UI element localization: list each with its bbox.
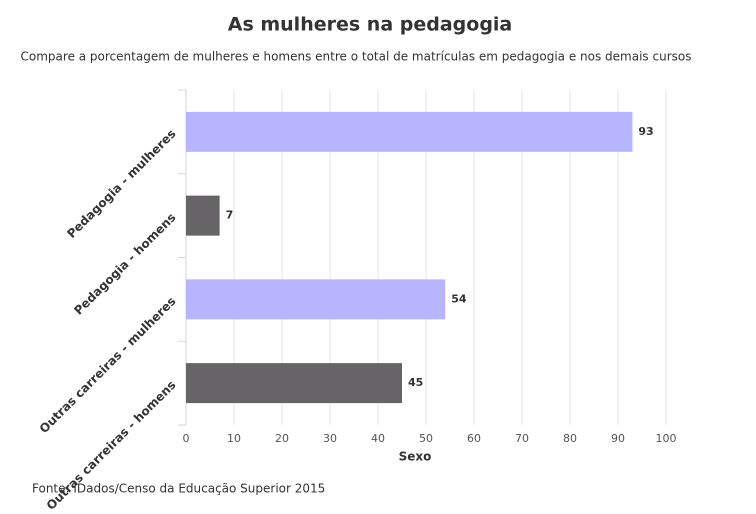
bar xyxy=(186,195,220,236)
value-label: 45 xyxy=(408,376,423,389)
y-tick-label: Outras carreiras - mulheres xyxy=(37,294,179,436)
bar xyxy=(186,111,633,152)
x-axis-label: Sexo xyxy=(399,450,432,464)
bar xyxy=(186,279,446,320)
value-label: 7 xyxy=(226,209,234,222)
x-tick-label: 40 xyxy=(371,432,385,445)
value-label: 93 xyxy=(638,125,653,138)
chart-title: As mulheres na pedagogia xyxy=(228,14,513,36)
x-tick-label: 10 xyxy=(227,432,241,445)
source: Fonte: IDados/Censo da Educação Superior… xyxy=(32,482,325,496)
x-tick-label: 20 xyxy=(275,432,289,445)
chart-subtitle: Compare a porcentagem de mulheres e home… xyxy=(21,50,692,64)
x-tick-label: 90 xyxy=(611,432,625,445)
x-tick-label: 100 xyxy=(656,432,677,445)
x-tick-label: 0 xyxy=(183,432,190,445)
x-tick-label: 70 xyxy=(515,432,529,445)
x-tick-label: 30 xyxy=(323,432,337,445)
x-tick-label: 80 xyxy=(563,432,577,445)
value-label: 54 xyxy=(451,292,467,305)
bar xyxy=(186,363,402,404)
x-tick-label: 50 xyxy=(419,432,433,445)
x-tick-label: 60 xyxy=(467,432,481,445)
